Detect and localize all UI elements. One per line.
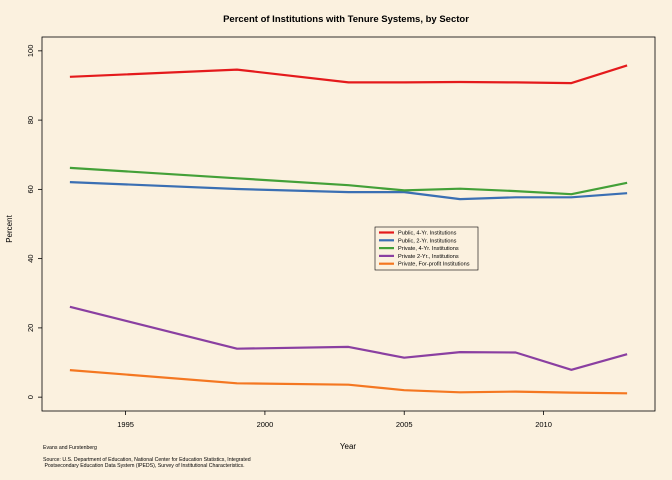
y-tick-label: 0: [26, 395, 35, 399]
legend-label: Private 2-Yr., Institutions: [398, 254, 459, 260]
source-note-line1: Source: U.S. Department of Education, Na…: [43, 457, 251, 463]
series-line-1: [69, 64, 628, 85]
legend-label: Public, 2-Yr. Institutions: [398, 238, 457, 244]
x-tick-label: 2000: [257, 420, 274, 429]
x-tick-label: 2005: [396, 420, 413, 429]
chart-title: Percent of Institutions with Tenure Syst…: [223, 14, 469, 25]
y-tick-label: 20: [26, 324, 35, 332]
x-tick-label: 1995: [117, 420, 134, 429]
series-line-5: [69, 369, 628, 395]
y-tick-label: 80: [26, 116, 35, 124]
plot-frame: [41, 36, 656, 412]
legend-label: Public, 4-Yr. Institutions: [398, 231, 457, 237]
series-line-2: [69, 181, 628, 201]
credit-note: Evans and Furstenberg: [43, 445, 97, 451]
y-tick-label: 40: [26, 254, 35, 262]
y-axis-label: Percent: [5, 214, 14, 242]
y-tick-label: 100: [26, 45, 35, 58]
series-lines: [69, 64, 628, 395]
x-tick-label: 2010: [535, 420, 552, 429]
x-axis-label: Year: [340, 442, 357, 451]
y-tick-label: 60: [26, 185, 35, 193]
legend-label: Private, For-profit Institutions: [398, 262, 470, 268]
series-line-4: [69, 305, 628, 371]
legend-label: Private, 4-Yr. Institutions: [398, 246, 459, 252]
source-note-line2: Postsecondary Education Data System (IPE…: [43, 463, 245, 469]
series-line-3: [69, 166, 628, 196]
axes: 1995 2000 2005 2010 0 20 40 60 80 100: [26, 45, 552, 429]
